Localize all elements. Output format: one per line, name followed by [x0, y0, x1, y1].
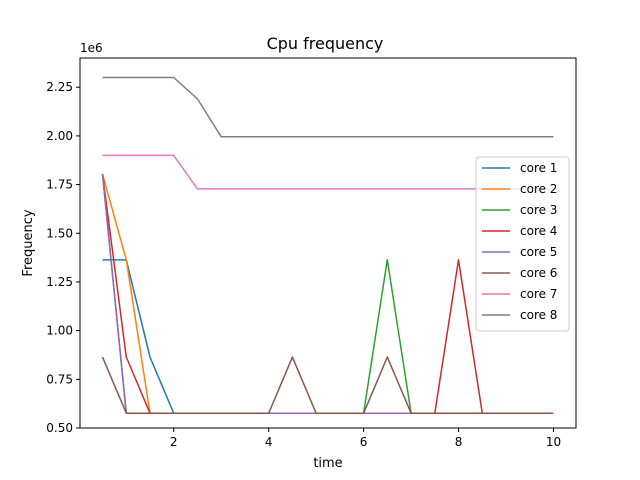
y-tick-label: 2.25 — [46, 80, 73, 94]
legend-label-core-8: core 8 — [520, 308, 557, 322]
legend-label-core-4: core 4 — [520, 224, 557, 238]
legend-label-core-5: core 5 — [520, 245, 557, 259]
y-axis: 0.50 0.75 1.00 1.25 1.50 1.75 2.00 2.25 — [46, 80, 80, 435]
x-tick-label: 6 — [360, 435, 368, 449]
y-axis-label: Frequency — [21, 209, 36, 276]
chart-title: Cpu frequency — [267, 34, 384, 53]
legend-label-core-3: core 3 — [520, 203, 557, 217]
y-tick-label: 1.75 — [46, 178, 73, 192]
y-tick-label: 2.00 — [46, 129, 73, 143]
legend: core 1 core 2 core 3 core 4 core 5 core 6 core… — [475, 156, 570, 332]
x-tick-label: 2 — [170, 435, 178, 449]
legend-box — [475, 156, 570, 332]
x-tick-label: 4 — [265, 435, 273, 449]
y-tick-label: 1.00 — [46, 324, 73, 338]
y-tick-label: 0.75 — [46, 372, 73, 386]
x-axis-label: time — [313, 456, 342, 471]
y-tick-label: 0.50 — [46, 421, 73, 435]
legend-label-core-1: core 1 — [520, 161, 557, 175]
series-line-core-8 — [102, 76, 554, 138]
x-tick-label: 8 — [455, 435, 463, 449]
y-offset-label: 1e6 — [80, 41, 103, 55]
plot-frame — [79, 57, 577, 429]
series-layer — [101, 76, 554, 414]
series-line-core-6 — [101, 356, 554, 414]
legend-label-core-6: core 6 — [520, 266, 557, 280]
y-tick-label: 1.50 — [46, 226, 73, 240]
x-tick-label: 10 — [546, 435, 561, 449]
legend-label-core-7: core 7 — [520, 287, 557, 301]
y-tick-label: 1.25 — [46, 275, 73, 289]
x-axis: 2 4 6 8 10 — [170, 428, 561, 449]
legend-label-core-2: core 2 — [520, 182, 557, 196]
